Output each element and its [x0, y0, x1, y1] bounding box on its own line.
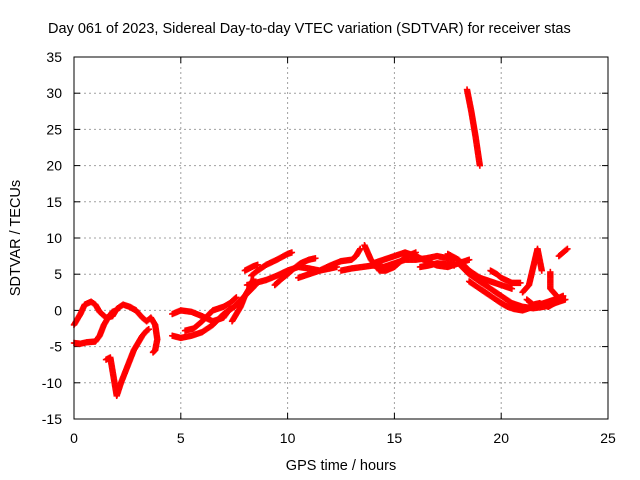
tick-labels: 0 5 10 15 20 25 -15 -10 -5 0 5 10 15 20 25 30 35 — [42, 49, 616, 446]
series-arc-22 — [463, 86, 484, 169]
x-tick-label: 20 — [493, 430, 509, 446]
series-arc-20 — [465, 278, 567, 314]
y-tick-label: 10 — [46, 230, 62, 246]
y-tick-label: 0 — [54, 302, 62, 318]
series-arc-15 — [361, 242, 419, 274]
x-axis-label: GPS time / hours — [286, 458, 396, 474]
data-points — [70, 86, 571, 400]
series-arc-7 — [181, 294, 240, 334]
series-arc-24 — [523, 294, 565, 310]
y-tick-label: 20 — [46, 158, 62, 174]
series-arc-11 — [241, 261, 261, 274]
x-tick-label: 10 — [280, 430, 296, 446]
y-tick-label: 15 — [46, 194, 62, 210]
y-tick-label: -10 — [42, 375, 62, 391]
series-arc-26 — [555, 245, 571, 260]
y-tick-label: 25 — [46, 121, 62, 137]
chart-title: Day 061 of 2023, Sidereal Day-to-day VTE… — [48, 21, 571, 37]
plot-frame — [73, 56, 609, 420]
x-tick-label: 0 — [70, 430, 78, 446]
y-tick-label: -5 — [50, 339, 63, 355]
grid-lines — [74, 57, 608, 419]
series-arc-25 — [547, 268, 560, 300]
y-tick-label: 5 — [54, 266, 62, 282]
x-tick-label: 25 — [600, 430, 616, 446]
x-tick-label: 5 — [177, 430, 185, 446]
y-tick-label: -15 — [42, 411, 62, 427]
y-tick-label: 35 — [46, 49, 62, 65]
y-tick-label: 30 — [46, 85, 62, 101]
series-arc-13 — [295, 245, 364, 282]
series-arc-2 — [70, 307, 120, 347]
x-tick-label: 15 — [387, 430, 403, 446]
series-arc-21 — [487, 267, 524, 287]
series-arc-12 — [271, 255, 319, 289]
y-axis-label: SDTVAR / TECUs — [8, 180, 24, 296]
series-arc-10 — [248, 249, 296, 279]
series-arc-17 — [416, 260, 458, 271]
series-arc-3 — [102, 326, 152, 400]
series-arc-23 — [519, 245, 545, 296]
series-arc-4 — [126, 303, 161, 356]
